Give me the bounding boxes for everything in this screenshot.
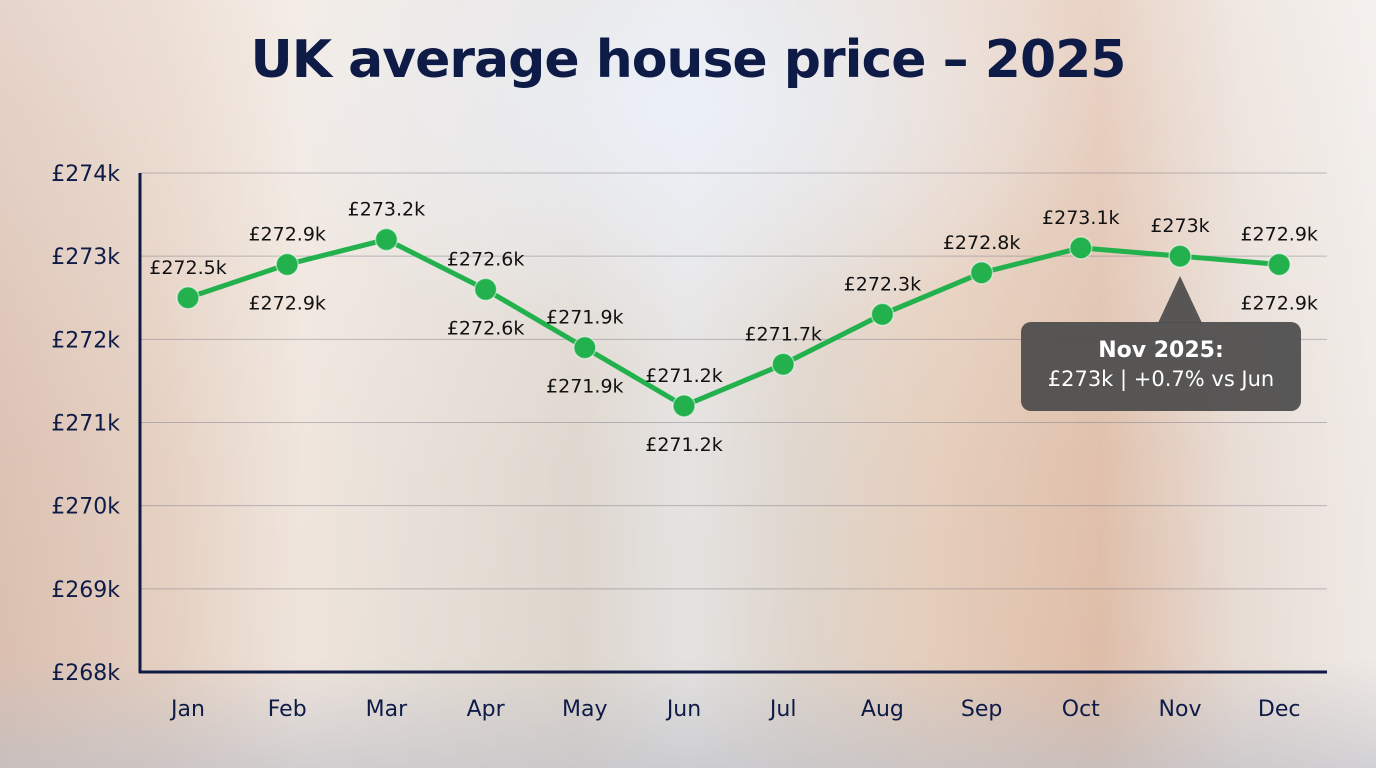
data-label: £273.1k: [1042, 207, 1119, 229]
data-label: £271.2k: [645, 434, 722, 456]
data-point: [771, 352, 795, 377]
y-tick-label: £272k: [51, 328, 120, 353]
data-label: £272.6k: [447, 248, 524, 270]
x-tick-label: Apr: [467, 697, 506, 722]
road-background: [0, 658, 1376, 768]
x-tick-label: Oct: [1062, 697, 1100, 722]
x-tick-label: Aug: [861, 697, 904, 722]
tooltip-text: £273k | +0.7% vs Jun: [1047, 367, 1275, 391]
data-label: £272.9k: [1240, 223, 1317, 245]
y-tick-label: £269k: [51, 578, 120, 603]
tooltip-title: Nov 2025:: [1098, 338, 1224, 363]
sky-background: [250, 0, 1110, 360]
y-tick-label: £268k: [51, 661, 120, 686]
data-point: [275, 252, 299, 277]
data-point: [573, 335, 597, 360]
x-tick-label: Nov: [1159, 697, 1202, 722]
y-tick-label: £271k: [51, 412, 120, 437]
data-label: £272.6k: [447, 317, 524, 339]
y-tick-label: £273k: [51, 245, 120, 270]
data-point: [672, 394, 696, 418]
y-tick-label: £270k: [51, 495, 120, 520]
data-label: £271.9k: [546, 307, 623, 329]
data-label: £273.2k: [348, 199, 425, 221]
y-tick-label: £274k: [51, 162, 120, 187]
data-point: [969, 261, 994, 285]
tooltip: Nov 2025: £273k | +0.7% vs Jun: [1021, 322, 1301, 411]
data-point: [374, 227, 399, 252]
data-point: [1168, 244, 1192, 268]
data-label: £272.9k: [248, 292, 325, 314]
data-label: £271.9k: [546, 376, 623, 398]
data-label: £271.2k: [645, 365, 722, 387]
chart-title: UK average house price – 2025: [250, 30, 1126, 90]
x-tick-label: Feb: [268, 697, 307, 722]
data-label: £272.8k: [943, 232, 1020, 254]
x-tick-label: Dec: [1258, 697, 1301, 722]
data-label: £272.3k: [844, 273, 921, 295]
data-point: [870, 302, 895, 327]
data-point: [1069, 236, 1093, 260]
series-line: [187, 237, 1280, 409]
x-tick-label: Sep: [961, 697, 1002, 722]
data-label: £272.5k: [149, 257, 226, 279]
x-tick-label: May: [562, 697, 607, 722]
data-label: £271.7k: [744, 323, 821, 345]
data-label: £272.9k: [248, 223, 325, 245]
x-tick-label: Jun: [665, 697, 701, 722]
data-point: [473, 277, 498, 302]
x-tick-label: Jan: [169, 697, 205, 722]
x-tick-label: Jul: [768, 697, 797, 722]
data-label: £272.9k: [1240, 292, 1317, 314]
x-tick-label: Mar: [366, 697, 408, 722]
tooltip-arrow: [1158, 276, 1202, 323]
data-point: [176, 286, 200, 310]
data-point: [1267, 252, 1291, 277]
data-label: £273k: [1150, 215, 1209, 237]
